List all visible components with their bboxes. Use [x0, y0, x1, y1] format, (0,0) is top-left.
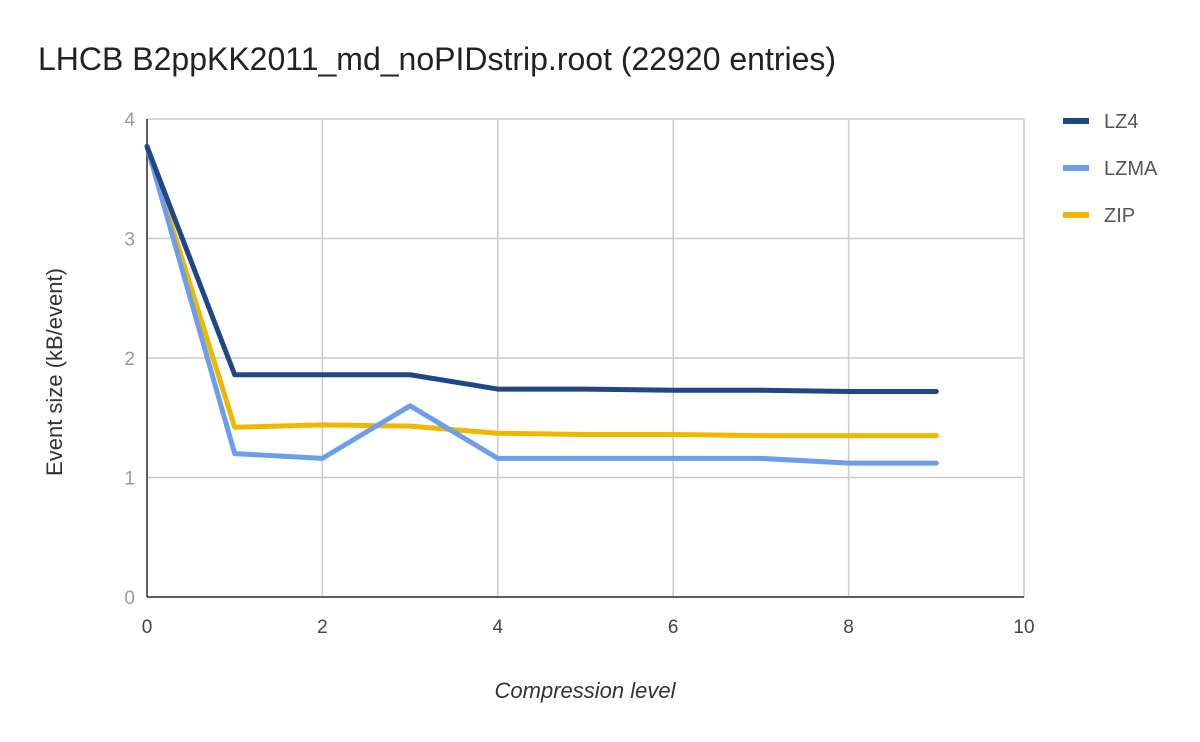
y-tick-label-1: 1: [124, 469, 135, 490]
chart-legend: LZ4 LZMA ZIP: [1063, 111, 1158, 227]
x-tick-label-1: 2: [317, 617, 328, 638]
legend-label-zip: ZIP: [1104, 205, 1135, 227]
x-tick-label-0: 0: [142, 617, 153, 638]
x-axis-label: Compression level: [495, 678, 677, 703]
legend-label-lz4: LZ4: [1104, 111, 1138, 133]
y-tick-label-0: 0: [124, 588, 135, 609]
y-axis-ticks: 0 1 2 3 4: [124, 110, 135, 609]
x-tick-label-2: 4: [493, 617, 504, 638]
x-tick-label-3: 6: [668, 617, 679, 638]
y-tick-label-3: 3: [124, 230, 135, 251]
chart-grid: [146, 118, 1025, 598]
y-tick-label-2: 2: [124, 349, 135, 370]
x-tick-label-5: 10: [1013, 617, 1034, 638]
y-tick-label-4: 4: [124, 110, 135, 131]
x-tick-label-4: 8: [843, 617, 854, 638]
chart-series-lines: [144, 143, 939, 466]
x-axis-ticks: 0 2 4 6 8 10: [142, 617, 1035, 638]
y-axis-label: Event size (kB/event): [42, 268, 67, 476]
series-line-lzma: [144, 143, 939, 466]
chart-title: LHCB B2ppKK2011_md_noPIDstrip.root (2292…: [38, 41, 836, 77]
legend-label-lzma: LZMA: [1104, 158, 1158, 180]
series-line-zip: [144, 143, 939, 439]
series-line-lz4: [144, 143, 939, 394]
